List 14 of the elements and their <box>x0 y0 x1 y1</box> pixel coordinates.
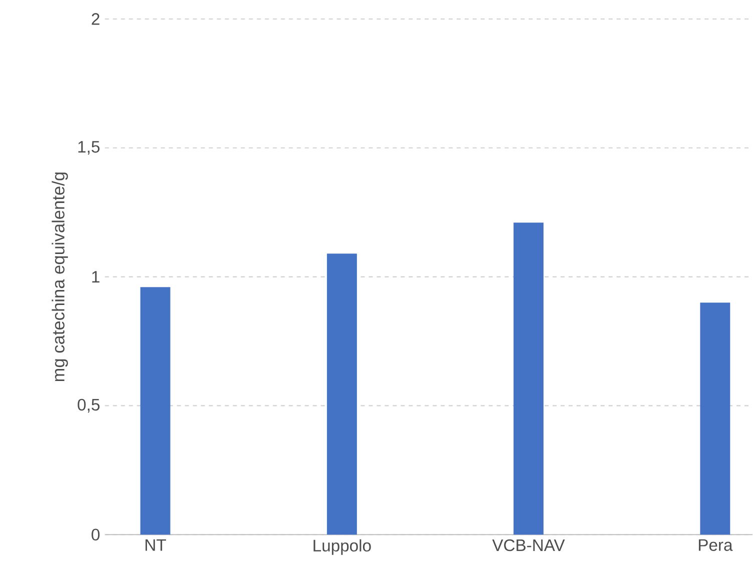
y-axis-title: mg catechina equivalente/g <box>52 172 68 382</box>
x-tick-label: VCB-NAV <box>492 540 565 552</box>
bar <box>700 302 730 535</box>
y-tick-label: 0,5 <box>78 399 100 413</box>
bar <box>326 254 357 535</box>
bar <box>140 287 170 535</box>
bar <box>514 222 544 535</box>
x-tick-label: Pera <box>698 540 733 552</box>
y-tick-label: 2 <box>92 13 100 25</box>
y-tick-label: 1 <box>92 271 100 283</box>
y-tick-label: 0 <box>92 528 100 541</box>
x-tick-label: NT <box>146 540 166 551</box>
x-tick-label: Luppolo <box>314 540 371 556</box>
y-tick-label: 1,5 <box>78 141 100 155</box>
